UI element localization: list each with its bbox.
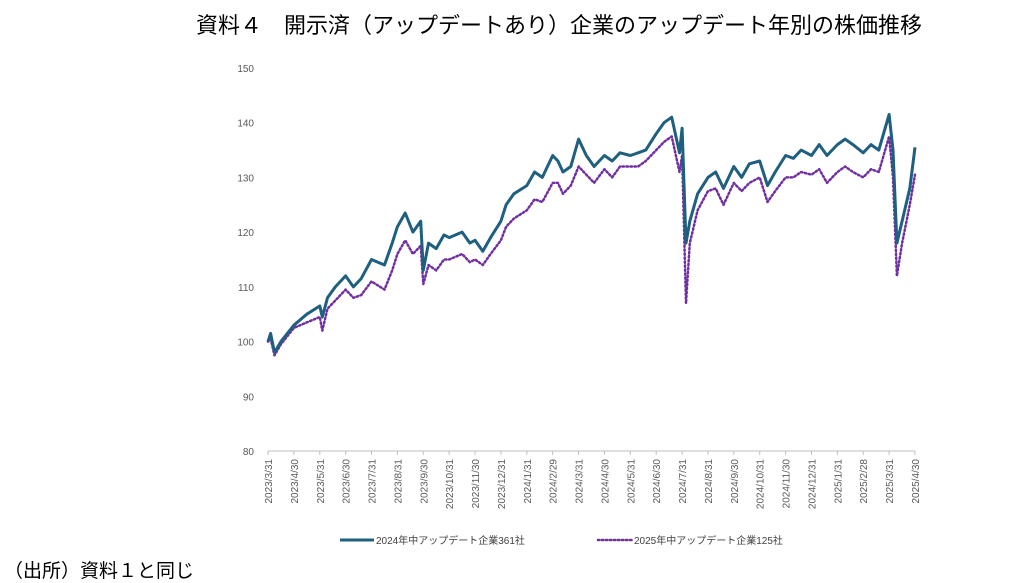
x-tick-label: 2024/2/29 [549, 459, 560, 504]
x-tick-label: 2024/9/30 [730, 459, 741, 504]
x-tick-label: 2023/9/30 [419, 459, 430, 504]
legend: 2024年中アップデート企業361社 2025年中アップデート企業125社 [340, 534, 783, 547]
x-tick-label: 2024/10/31 [756, 459, 767, 509]
x-tick-label: 2024/6/30 [652, 459, 663, 504]
y-tick-label: 150 [237, 64, 254, 75]
x-tick-label: 2024/3/31 [575, 459, 586, 504]
y-tick-label: 110 [238, 283, 254, 294]
x-tick-label: 2024/11/30 [782, 459, 793, 509]
x-tick-label: 2025/1/31 [833, 459, 844, 504]
x-tick-label: 2024/5/31 [626, 459, 637, 504]
x-tick-label: 2023/3/31 [264, 459, 275, 504]
y-tick-label: 140 [237, 119, 254, 130]
x-axis: 2023/3/31 2023/4/30 2023/5/31 2023/6/30 2023… [264, 450, 922, 509]
series-lines [266, 113, 917, 357]
x-tick-label: 2023/7/31 [368, 459, 379, 504]
x-tick-label: 2023/8/31 [393, 459, 404, 504]
legend-label: 2024年中アップデート企業361社 [376, 534, 525, 547]
y-tick-label: 100 [237, 338, 254, 349]
x-tick-label: 2023/5/31 [316, 459, 327, 504]
x-tick-label: 2025/4/30 [911, 459, 922, 504]
x-tick-label: 2025/2/28 [859, 459, 870, 504]
x-tick-label: 2024/4/30 [600, 459, 611, 504]
y-tick-label: 80 [243, 447, 255, 458]
x-tick-label: 2023/4/30 [290, 459, 301, 504]
x-tick-label: 2024/12/31 [807, 459, 818, 509]
x-tick-label: 2024/1/31 [523, 459, 534, 504]
y-tick-label: 130 [237, 173, 254, 184]
x-tick-label: 2024/8/31 [704, 459, 715, 504]
legend-label: 2025年中アップデート企業125社 [634, 534, 783, 547]
source-note: （出所）資料１と同じ [4, 560, 195, 582]
y-tick-label: 90 [243, 392, 255, 403]
y-tick-label: 120 [237, 228, 254, 239]
series-line [266, 135, 917, 357]
x-tick-label: 2023/6/30 [342, 459, 353, 504]
y-axis: 80 90 100 110 120 130 140 150 [237, 64, 254, 458]
x-tick-label: 2025/3/31 [885, 459, 896, 504]
x-tick-label: 2024/7/31 [678, 459, 689, 504]
x-tick-label: 2023/12/31 [497, 459, 508, 509]
chart-title: 資料４ 開示済（アップデートあり）企業のアップデート年別の株価推移 [196, 14, 923, 39]
x-tick-label: 2023/11/30 [471, 459, 482, 509]
series-line [266, 113, 917, 354]
x-tick-label: 2023/10/31 [445, 459, 456, 509]
